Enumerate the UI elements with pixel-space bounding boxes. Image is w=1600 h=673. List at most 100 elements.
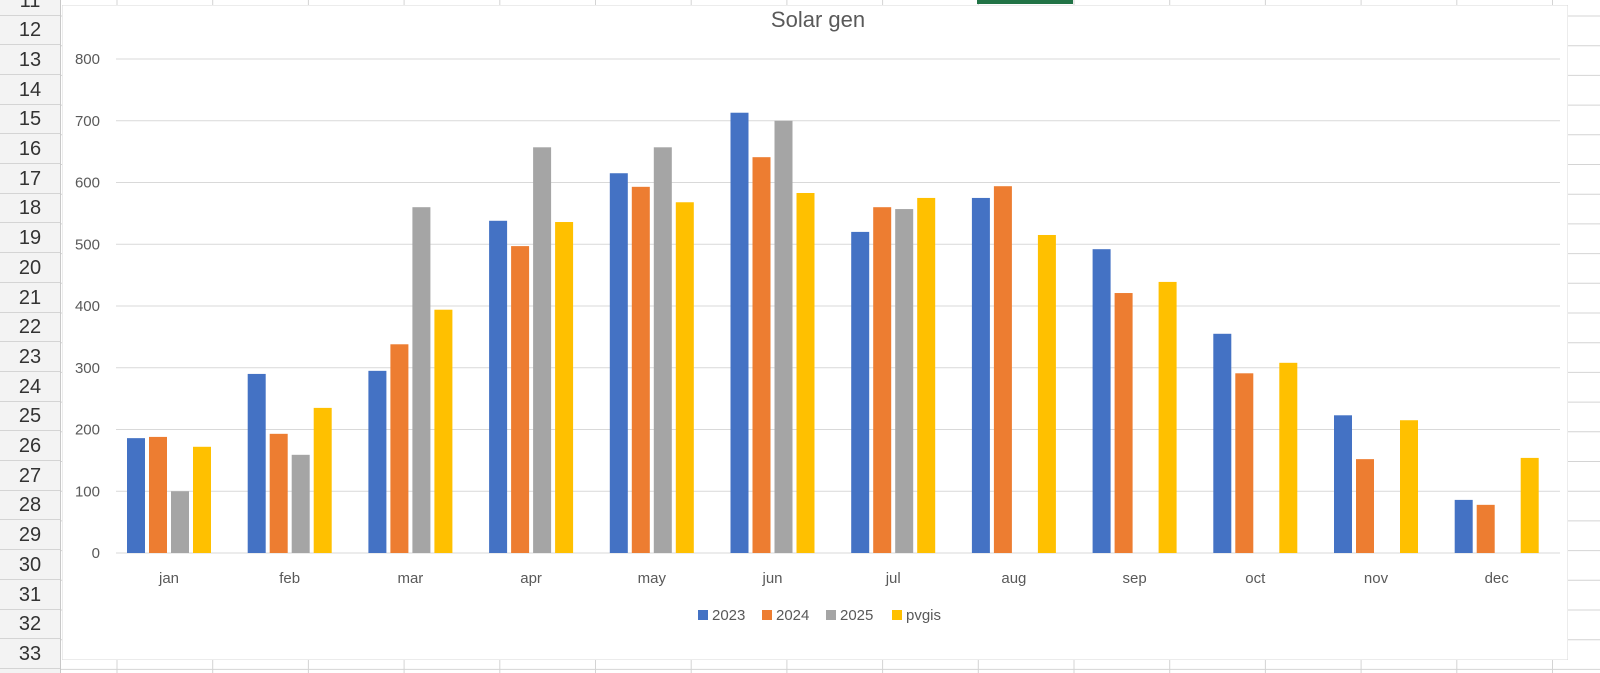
bar-2023-apr[interactable] <box>489 220 508 553</box>
row-number[interactable]: 24 <box>0 373 60 402</box>
row-number[interactable]: 16 <box>0 135 60 164</box>
bar-2023-mar[interactable] <box>368 370 387 553</box>
y-tick-label: 0 <box>92 545 100 562</box>
bar-pvgis-dec[interactable] <box>1520 457 1539 553</box>
bar-2023-jan[interactable] <box>127 438 145 553</box>
row-number[interactable]: 14 <box>0 76 60 105</box>
bar-pvgis-mar[interactable] <box>434 309 453 553</box>
bar-2023-oct[interactable] <box>1213 333 1232 553</box>
x-tick-label: jul <box>885 570 901 587</box>
bar-pvgis-feb[interactable] <box>313 407 332 553</box>
bar-2023-nov[interactable] <box>1334 415 1352 553</box>
row-number[interactable]: 15 <box>0 105 60 135</box>
row-number[interactable]: 21 <box>0 284 60 313</box>
y-tick-label: 600 <box>75 175 100 192</box>
legend-item-pvgis[interactable]: pvgis <box>892 607 941 624</box>
bar-2024-jul[interactable] <box>873 207 892 553</box>
row-number[interactable]: 25 <box>0 402 60 432</box>
legend-label: 2023 <box>712 607 745 624</box>
row-number[interactable]: 17 <box>0 165 60 194</box>
bar-2025-may[interactable] <box>653 147 672 554</box>
bar-2025-feb[interactable] <box>291 454 310 553</box>
bar-2025-jan[interactable] <box>171 491 189 553</box>
y-tick-label: 100 <box>75 483 100 500</box>
x-tick-label: sep <box>1123 570 1147 587</box>
legend-item-2025[interactable]: 2025 <box>826 607 873 624</box>
x-tick-label: jan <box>158 570 179 587</box>
row-number[interactable]: 13 <box>0 46 60 75</box>
bar-2023-sep[interactable] <box>1092 249 1111 553</box>
legend-item-2024[interactable]: 2024 <box>762 607 809 624</box>
bar-2025-jun[interactable] <box>774 120 793 553</box>
x-tick-label: nov <box>1364 570 1389 587</box>
chart-title[interactable]: Solar gen <box>771 7 865 32</box>
bar-pvgis-sep[interactable] <box>1158 281 1177 553</box>
row-number[interactable]: 29 <box>0 521 60 551</box>
row-number[interactable]: 11 <box>0 0 60 16</box>
y-tick-label: 300 <box>75 360 100 377</box>
bar-2023-may[interactable] <box>609 173 628 554</box>
bar-pvgis-jun[interactable] <box>796 192 815 553</box>
x-tick-label: mar <box>397 570 423 587</box>
legend-swatch <box>698 610 708 620</box>
chart-area[interactable] <box>62 5 1568 660</box>
bar-2024-feb[interactable] <box>269 433 288 553</box>
x-tick-label: feb <box>279 570 300 587</box>
bar-2024-may[interactable] <box>631 186 650 553</box>
bar-2024-oct[interactable] <box>1235 373 1254 553</box>
bar-2025-apr[interactable] <box>533 147 552 554</box>
bar-2023-feb[interactable] <box>247 373 266 553</box>
row-number[interactable]: 30 <box>0 551 60 580</box>
bar-2025-mar[interactable] <box>412 207 431 553</box>
bar-pvgis-apr[interactable] <box>555 222 574 553</box>
legend-item-2023[interactable]: 2023 <box>698 607 745 624</box>
bar-2023-dec[interactable] <box>1454 499 1473 553</box>
x-tick-label: dec <box>1485 570 1510 587</box>
legend-label: 2025 <box>840 607 873 624</box>
bar-2024-aug[interactable] <box>993 186 1012 553</box>
row-number[interactable]: 31 <box>0 581 60 610</box>
y-tick-label: 200 <box>75 422 100 439</box>
bar-pvgis-jul[interactable] <box>917 197 936 553</box>
row-number[interactable]: 19 <box>0 224 60 254</box>
bar-2025-jul[interactable] <box>895 209 914 554</box>
x-tick-label: oct <box>1245 570 1266 587</box>
bar-2024-dec[interactable] <box>1476 504 1495 553</box>
legend-swatch <box>892 610 902 620</box>
bar-pvgis-may[interactable] <box>675 202 694 553</box>
x-tick-label: apr <box>520 570 542 587</box>
bar-2024-nov[interactable] <box>1356 459 1374 553</box>
bar-2024-jun[interactable] <box>752 157 771 553</box>
bar-pvgis-nov[interactable] <box>1400 420 1418 553</box>
bar-2023-jul[interactable] <box>851 231 870 553</box>
legend-swatch <box>826 610 836 620</box>
x-tick-label: aug <box>1001 570 1026 587</box>
row-number[interactable]: 20 <box>0 254 60 283</box>
row-number[interactable]: 26 <box>0 432 60 461</box>
row-number[interactable]: 28 <box>0 491 60 521</box>
bar-2024-mar[interactable] <box>390 344 409 553</box>
row-number[interactable]: 22 <box>0 313 60 343</box>
bar-2024-sep[interactable] <box>1114 293 1133 553</box>
row-number[interactable]: 32 <box>0 610 60 640</box>
row-number[interactable]: 18 <box>0 194 60 224</box>
y-tick-label: 800 <box>75 51 100 68</box>
x-tick-label: jun <box>761 570 782 587</box>
row-number[interactable]: 12 <box>0 16 60 46</box>
bar-pvgis-aug[interactable] <box>1037 234 1056 554</box>
x-tick-label: may <box>638 570 667 587</box>
row-number[interactable]: 23 <box>0 343 60 372</box>
selected-cell-indicator <box>977 0 1073 4</box>
bar-2024-jan[interactable] <box>149 436 167 553</box>
y-tick-label: 500 <box>75 236 100 253</box>
bar-2024-apr[interactable] <box>511 246 530 554</box>
bar-pvgis-oct[interactable] <box>1279 362 1298 553</box>
bar-2023-aug[interactable] <box>971 197 990 553</box>
row-number[interactable]: 33 <box>0 640 60 669</box>
bar-pvgis-jan[interactable] <box>193 446 211 553</box>
bar-2023-jun[interactable] <box>730 112 749 553</box>
legend-label: pvgis <box>906 607 941 624</box>
y-tick-label: 700 <box>75 113 100 130</box>
chart[interactable]: Solar gen 0 100 200 300 400 500 600 700 800 jan f… <box>62 5 1568 660</box>
row-number[interactable]: 27 <box>0 462 60 491</box>
